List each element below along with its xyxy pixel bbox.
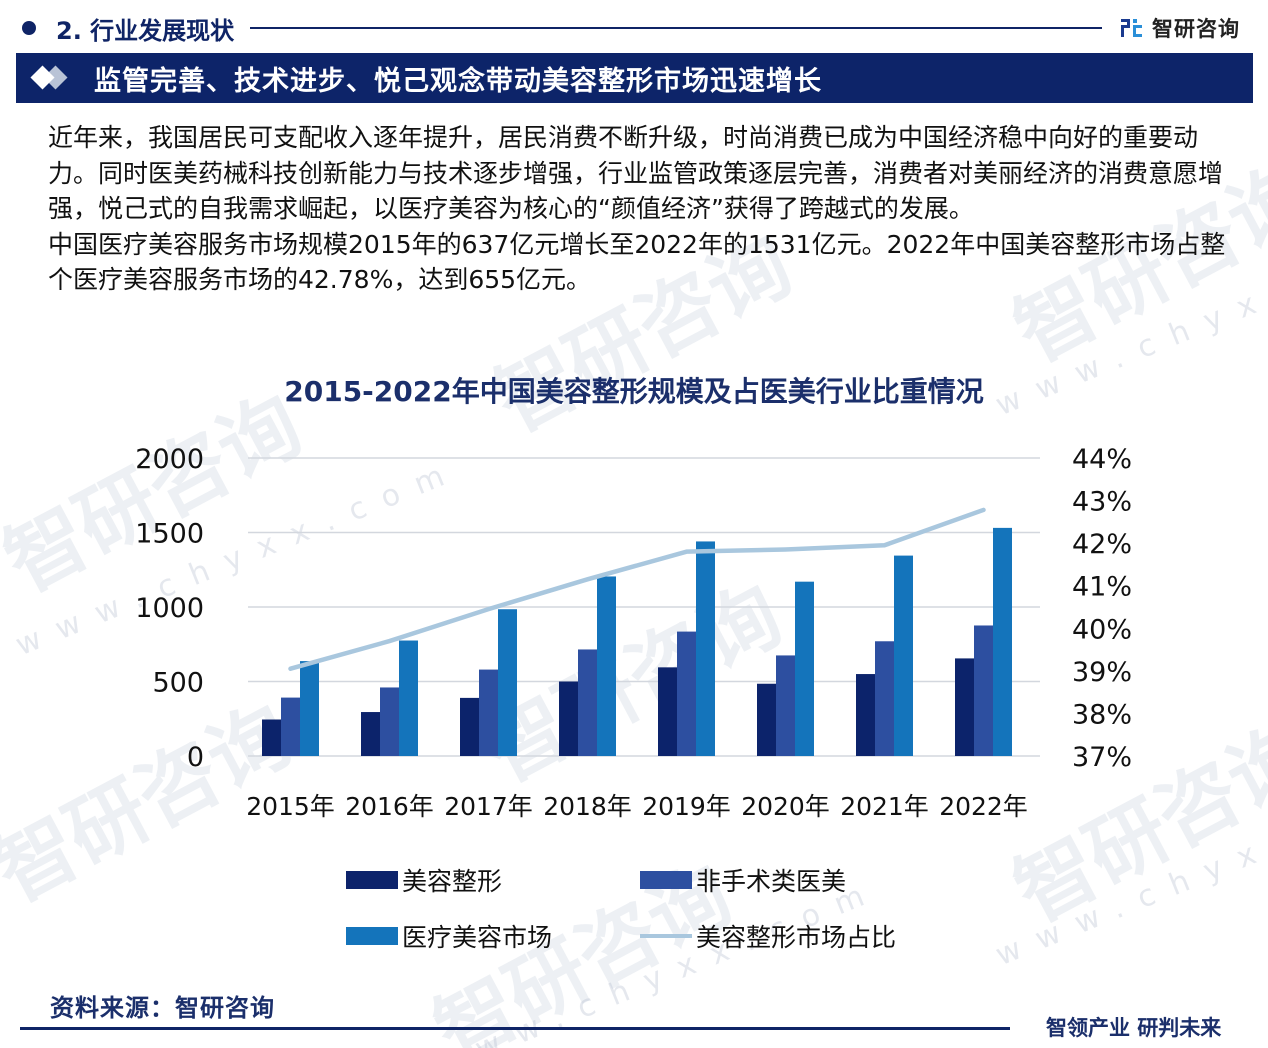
chart-legend: 美容整形 非手术类医美 医疗美容市场 美容整形市场占比 bbox=[346, 856, 966, 956]
y-right-tick-label: 40% bbox=[1072, 614, 1132, 645]
brand-logo-icon bbox=[1121, 19, 1142, 37]
bar bbox=[658, 667, 677, 756]
x-tick-label: 2021年 bbox=[840, 792, 929, 821]
data-source: 资料来源：智研咨询 bbox=[50, 994, 275, 1022]
bar bbox=[578, 649, 597, 756]
bar bbox=[894, 555, 913, 756]
legend-label: 美容整形 bbox=[402, 867, 503, 896]
legend-line-icon bbox=[640, 934, 692, 938]
y-left-tick-label: 2000 bbox=[135, 444, 204, 475]
bar bbox=[262, 719, 281, 756]
bar bbox=[479, 669, 498, 756]
bar bbox=[361, 712, 380, 756]
section-title: 2. 行业发展现状 bbox=[56, 16, 235, 45]
y-left-tick-label: 500 bbox=[152, 668, 204, 699]
brand-logo: 智研咨询 bbox=[1120, 13, 1240, 43]
y-left-tick-label: 1000 bbox=[135, 593, 204, 624]
banner-title: 监管完善、技术进步、悦己观念带动美容整形市场迅速增长 bbox=[94, 65, 822, 97]
legend-swatch-icon bbox=[640, 871, 692, 889]
legend-label: 非手术类医美 bbox=[696, 867, 847, 896]
y-right-tick-label: 41% bbox=[1072, 572, 1132, 603]
y-right-tick-label: 37% bbox=[1072, 742, 1132, 773]
bar bbox=[993, 527, 1012, 756]
bar bbox=[795, 581, 814, 756]
x-tick-label: 2019年 bbox=[642, 792, 731, 821]
bar bbox=[776, 655, 795, 756]
legend-label: 医疗美容市场 bbox=[402, 923, 553, 952]
legend-item: 美容整形市场占比 bbox=[640, 918, 896, 954]
brand-name: 智研咨询 bbox=[1152, 17, 1240, 41]
paragraph: 近年来，我国居民可支配收入逐年提升，居民消费不断升级，时尚消费已成为中国经济稳中… bbox=[48, 123, 1224, 223]
x-tick-label: 2022年 bbox=[939, 792, 1028, 821]
legend-item: 非手术类医美 bbox=[640, 862, 846, 898]
x-tick-label: 2018年 bbox=[543, 792, 632, 821]
x-tick-label: 2020年 bbox=[741, 792, 830, 821]
bar bbox=[875, 641, 894, 756]
bar bbox=[380, 687, 399, 756]
y-right-tick-label: 42% bbox=[1072, 529, 1132, 560]
bar bbox=[955, 658, 974, 756]
y-right-tick-label: 39% bbox=[1072, 657, 1132, 688]
bar bbox=[559, 681, 578, 756]
bar bbox=[460, 697, 479, 756]
bar bbox=[597, 576, 616, 756]
bar bbox=[677, 631, 696, 756]
bar bbox=[757, 683, 776, 756]
bar bbox=[281, 697, 300, 756]
legend-item: 医疗美容市场 bbox=[346, 918, 552, 954]
y-left-tick-label: 1500 bbox=[135, 519, 204, 550]
chart-title: 2015-2022年中国美容整形规模及占医美行业比重情况 bbox=[284, 375, 984, 408]
y-left-tick-label: 0 bbox=[187, 742, 204, 773]
combo-chart: 2000 1500 1000 500 0 44% 43% 42% 41% 40% 39% 38% 37%… bbox=[135, 444, 1132, 821]
y-right-tick-label: 44% bbox=[1072, 444, 1132, 475]
x-tick-label: 2017年 bbox=[444, 792, 533, 821]
bar bbox=[696, 541, 715, 756]
legend-swatch-icon bbox=[346, 871, 398, 889]
section-header: 2. 行业发展现状 智研咨询 bbox=[18, 10, 1250, 46]
header-divider bbox=[250, 27, 1102, 29]
share-line bbox=[288, 507, 986, 671]
footer-divider bbox=[20, 1027, 1010, 1030]
y-right-tick-label: 43% bbox=[1072, 487, 1132, 518]
bar bbox=[974, 625, 993, 756]
bar bbox=[399, 640, 418, 756]
x-tick-label: 2015年 bbox=[246, 792, 335, 821]
title-banner: 监管完善、技术进步、悦己观念带动美容整形市场迅速增长 bbox=[16, 53, 1253, 103]
body-text: 近年来，我国居民可支配收入逐年提升，居民消费不断升级，时尚消费已成为中国经济稳中… bbox=[48, 120, 1228, 298]
x-tick-label: 2016年 bbox=[345, 792, 434, 821]
bar bbox=[498, 609, 517, 756]
diamond-icon bbox=[30, 65, 72, 90]
legend-label: 美容整形市场占比 bbox=[696, 923, 897, 952]
y-right-tick-label: 38% bbox=[1072, 699, 1132, 730]
slogan: 智领产业 研判未来 bbox=[1046, 1016, 1222, 1040]
bar bbox=[300, 661, 319, 756]
legend-item: 美容整形 bbox=[346, 862, 502, 898]
paragraph: 中国医疗美容服务市场规模2015年的637亿元增长至2022年的1531亿元。2… bbox=[48, 229, 1226, 295]
bar bbox=[856, 674, 875, 756]
legend-swatch-icon bbox=[346, 927, 398, 945]
bullet-dot-icon bbox=[22, 21, 36, 35]
